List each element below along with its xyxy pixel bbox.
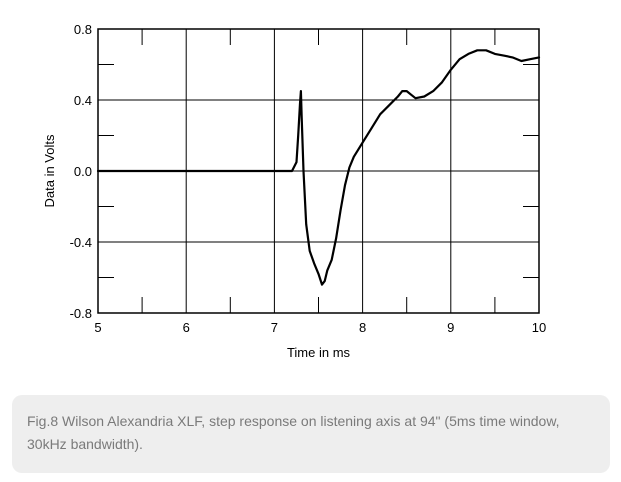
y-axis-tick-labels: 0.8 0.4 0.0 -0.4 -0.8 [70,22,92,321]
y-axis-title: Data in Volts [42,134,57,207]
x-tick-label: 9 [447,320,454,335]
y-tick-label: 0.8 [74,22,92,37]
figure-caption-box: Fig.8 Wilson Alexandria XLF, step respon… [12,395,610,473]
y-tick-label: 0.0 [74,164,92,179]
x-tick-label: 10 [532,320,546,335]
x-tick-label: 8 [359,320,366,335]
x-tick-label: 5 [94,320,101,335]
y-tick-label: -0.8 [70,306,92,321]
y-tick-label: 0.4 [74,93,92,108]
x-axis-title: Time in ms [287,345,351,360]
x-axis-tick-labels: 5 6 7 8 9 10 [94,320,546,335]
step-response-chart: 5 6 7 8 9 10 0.8 0.4 0.0 -0.4 -0.8 Time in ms Dat… [42,22,546,360]
x-tick-label: 6 [183,320,190,335]
minor-ticks [98,29,539,313]
x-tick-label: 7 [271,320,278,335]
y-tick-label: -0.4 [70,235,92,250]
figure-caption: Fig.8 Wilson Alexandria XLF, step respon… [27,413,560,452]
series-line [96,49,541,286]
